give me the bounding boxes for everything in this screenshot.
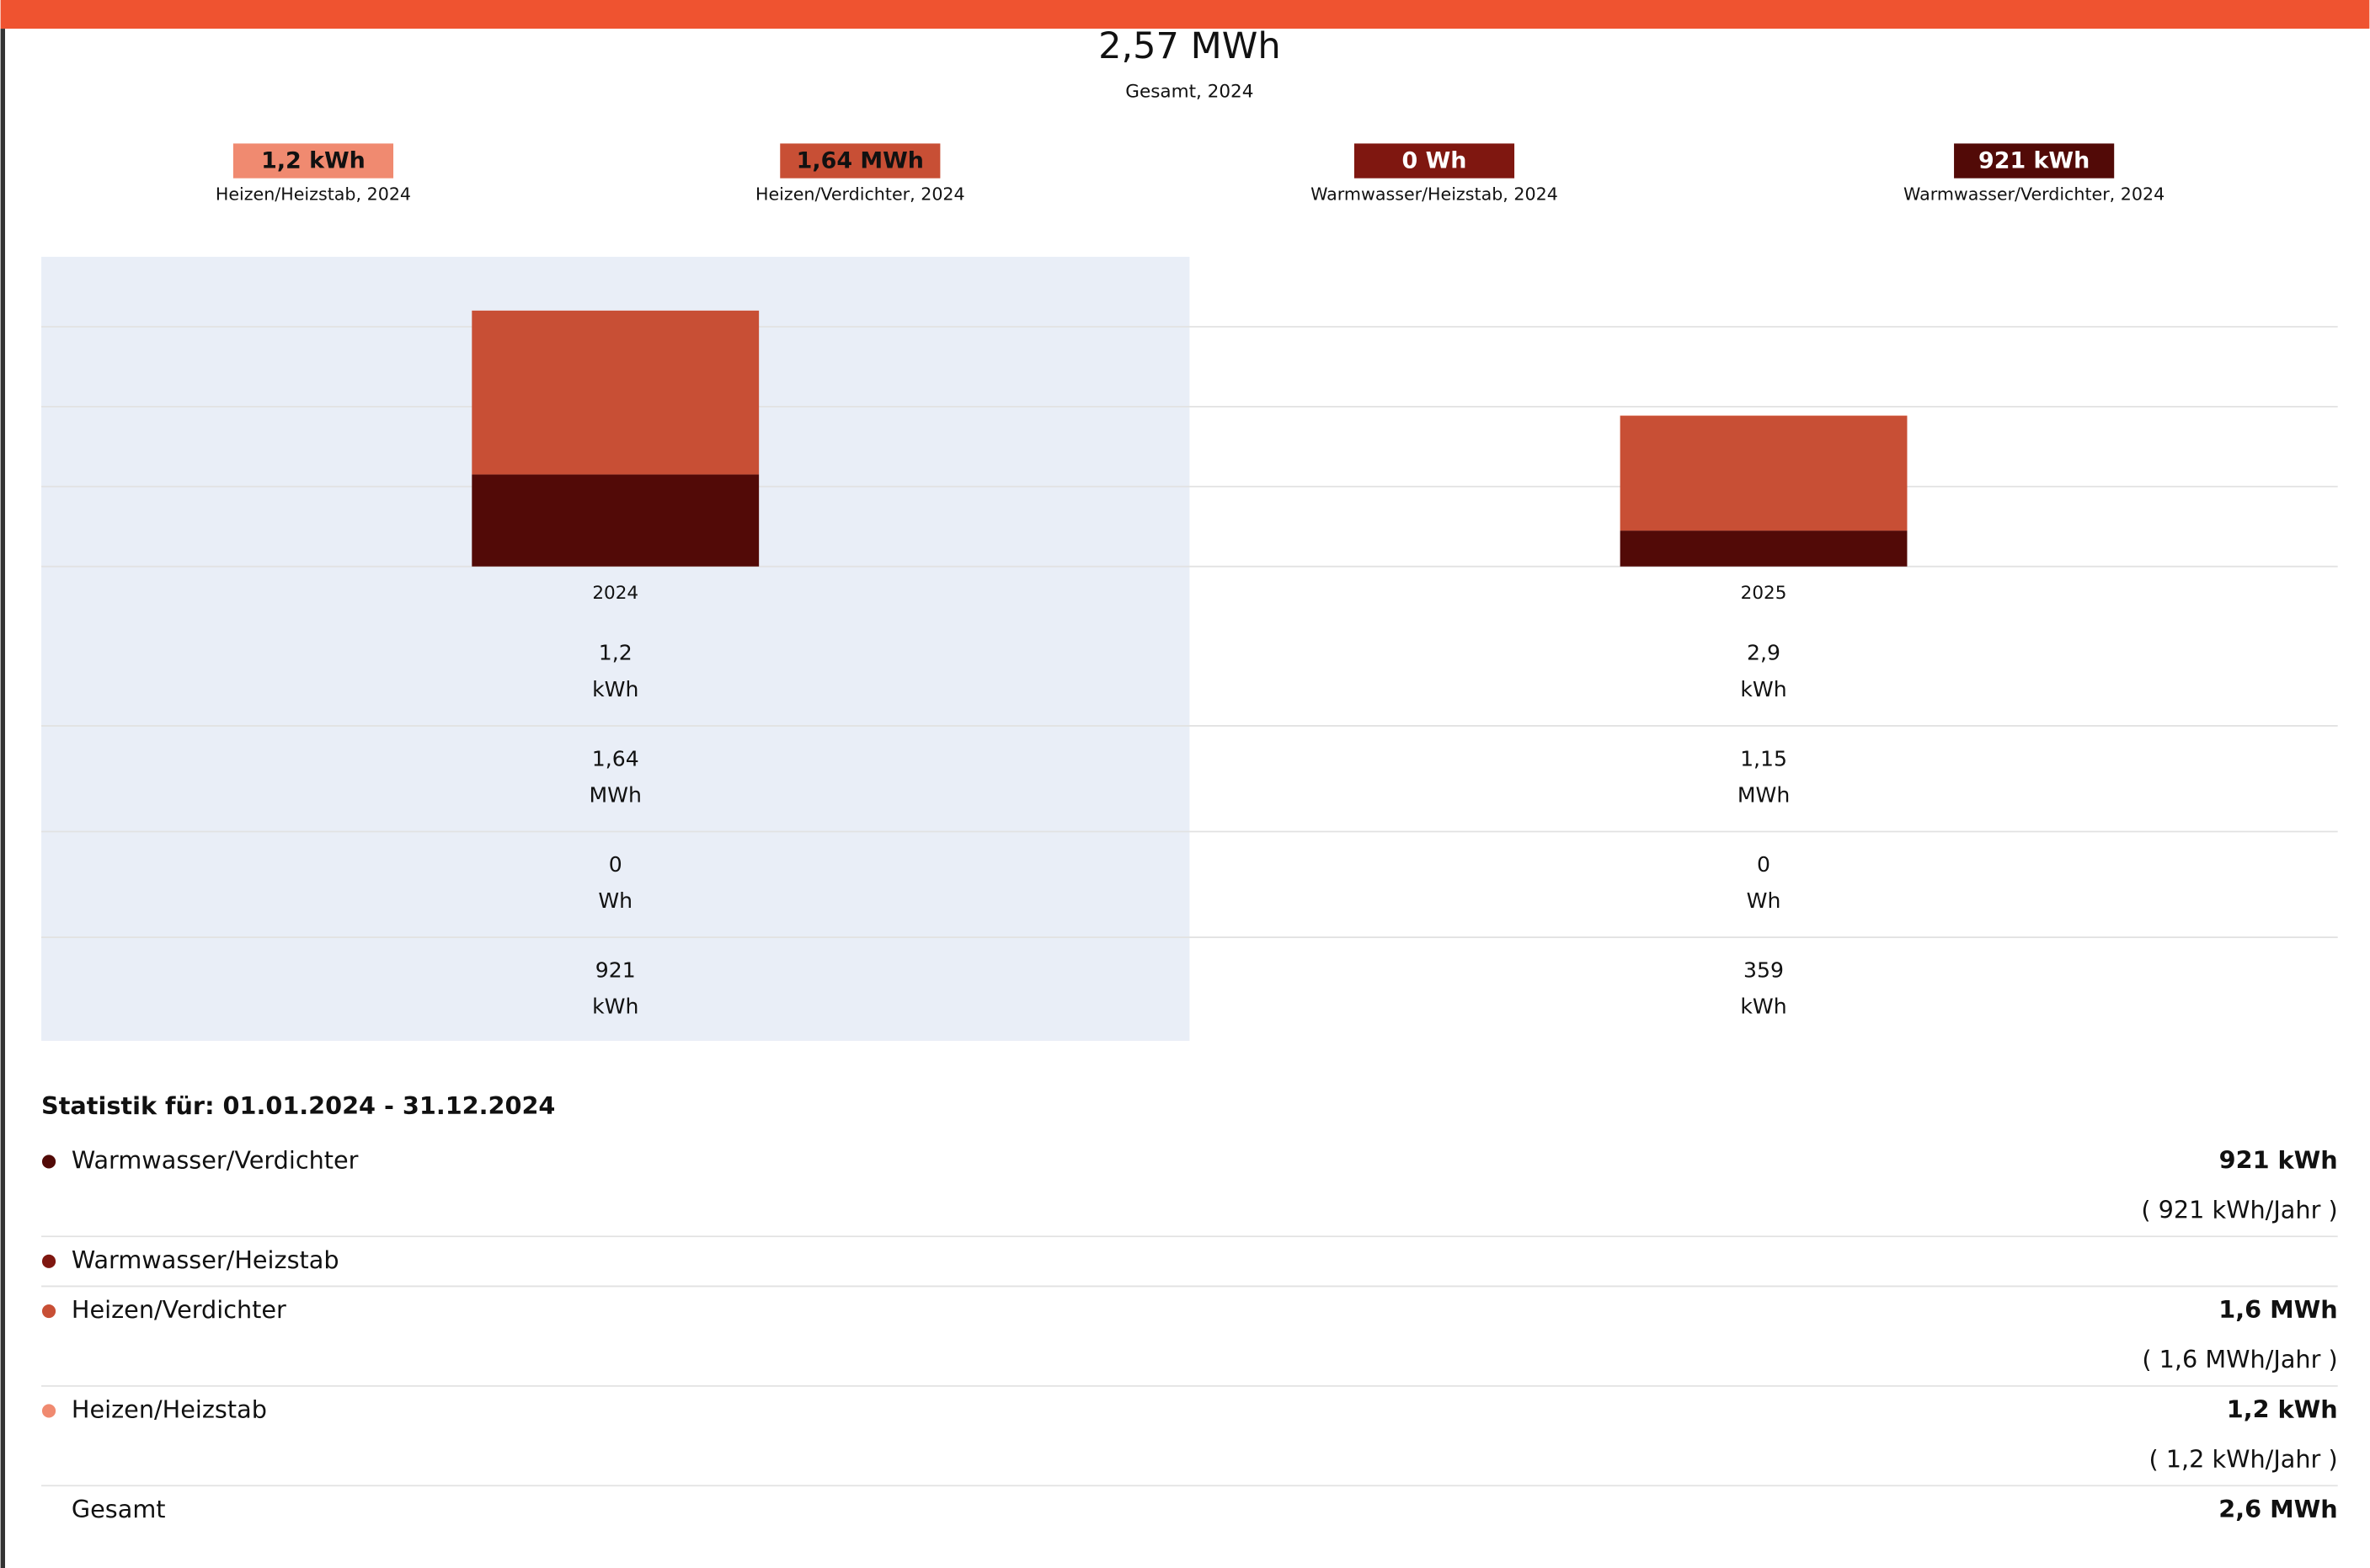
summary-caption: Heizen/Heizstab, 2024 xyxy=(216,184,411,204)
stat-value: 921 kWh xyxy=(2219,1145,2338,1174)
stat-name: Warmwasser/Heizstab xyxy=(72,1245,339,1274)
summary-caption: Warmwasser/Heizstab, 2024 xyxy=(1310,184,1558,204)
summary-caption: Heizen/Verdichter, 2024 xyxy=(755,184,965,204)
x-tick-label: 2024 xyxy=(592,583,638,604)
summary-chip xyxy=(232,143,394,179)
stat-per-year: ( 921 kWh/Jahr ) xyxy=(2141,1196,2337,1224)
stat-name: Warmwasser/Verdichter xyxy=(72,1145,359,1174)
table-value: 1,2 kWh xyxy=(592,641,638,701)
table-value: 359 kWh xyxy=(1740,957,1786,1018)
stat-value: 1,2 kWh xyxy=(2227,1395,2338,1423)
table-value: 2,9 kWh xyxy=(1740,641,1786,701)
x-tick-label: 2025 xyxy=(1741,583,1787,604)
legend-dot xyxy=(41,1155,56,1169)
summary-value: 1,64 MWh xyxy=(797,147,924,173)
stat-per-year: ( 1,6 MWh/Jahr ) xyxy=(2142,1345,2337,1373)
summary-chip xyxy=(1954,143,2115,179)
top-bar xyxy=(0,0,2370,29)
table-value: 921 kWh xyxy=(592,957,638,1018)
left-border xyxy=(0,29,6,1568)
bar-segment xyxy=(472,474,760,567)
table-value: 0 Wh xyxy=(1747,852,1781,913)
summary-value: 921 kWh xyxy=(1978,147,2090,173)
summary-caption: Warmwasser/Verdichter, 2024 xyxy=(1903,184,2164,204)
legend-dot xyxy=(41,1304,56,1319)
legend-dot xyxy=(41,1404,56,1418)
summary-value: 1,2 kWh xyxy=(261,147,366,173)
table-value: 0 Wh xyxy=(598,852,633,913)
stat-total-name: Gesamt xyxy=(72,1495,166,1523)
summary-chip xyxy=(780,143,941,179)
stat-value: 1,6 MWh xyxy=(2218,1295,2337,1324)
stat-per-year: ( 1,2 kWh/Jahr ) xyxy=(2148,1445,2337,1474)
bar-segment xyxy=(1620,531,1908,567)
bar-segment xyxy=(472,310,760,475)
summary-chip xyxy=(1353,143,1515,179)
table-value: 1,15 MWh xyxy=(1737,746,1790,807)
legend-dot xyxy=(41,1254,56,1268)
total-value: 2,57 MWh xyxy=(1098,25,1281,67)
bar-segment xyxy=(1620,415,1908,531)
stat-name: Heizen/Verdichter xyxy=(72,1295,286,1324)
summary-value: 0 Wh xyxy=(1402,147,1467,173)
stat-name: Heizen/Heizstab xyxy=(72,1395,267,1423)
stats-title: Statistik für: 01.01.2024 - 31.12.2024 xyxy=(41,1091,555,1120)
stat-total-value: 2,6 MWh xyxy=(2218,1495,2337,1523)
total-caption: Gesamt, 2024 xyxy=(1125,81,1253,102)
table-value: 1,64 MWh xyxy=(590,746,642,807)
